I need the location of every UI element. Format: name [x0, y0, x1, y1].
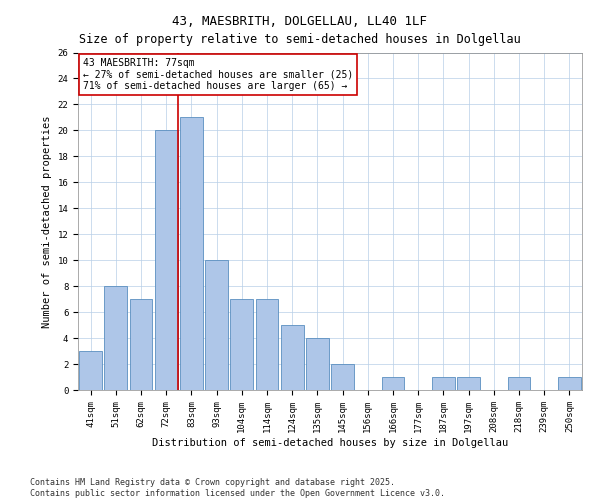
Bar — [281, 325, 304, 390]
Bar — [382, 377, 404, 390]
Y-axis label: Number of semi-detached properties: Number of semi-detached properties — [42, 115, 52, 328]
Bar — [508, 377, 530, 390]
Bar — [331, 364, 354, 390]
Bar — [155, 130, 178, 390]
Bar — [180, 118, 203, 390]
Text: 43 MAESBRITH: 77sqm
← 27% of semi-detached houses are smaller (25)
71% of semi-d: 43 MAESBRITH: 77sqm ← 27% of semi-detach… — [83, 58, 353, 91]
Bar — [130, 299, 152, 390]
Bar — [230, 299, 253, 390]
Text: Contains HM Land Registry data © Crown copyright and database right 2025.
Contai: Contains HM Land Registry data © Crown c… — [30, 478, 445, 498]
Bar — [306, 338, 329, 390]
Bar — [457, 377, 480, 390]
Bar — [558, 377, 581, 390]
X-axis label: Distribution of semi-detached houses by size in Dolgellau: Distribution of semi-detached houses by … — [152, 438, 508, 448]
Bar — [432, 377, 455, 390]
Text: 43, MAESBRITH, DOLGELLAU, LL40 1LF: 43, MAESBRITH, DOLGELLAU, LL40 1LF — [173, 15, 427, 28]
Bar — [104, 286, 127, 390]
Bar — [79, 351, 102, 390]
Bar — [256, 299, 278, 390]
Bar — [205, 260, 228, 390]
Text: Size of property relative to semi-detached houses in Dolgellau: Size of property relative to semi-detach… — [79, 32, 521, 46]
